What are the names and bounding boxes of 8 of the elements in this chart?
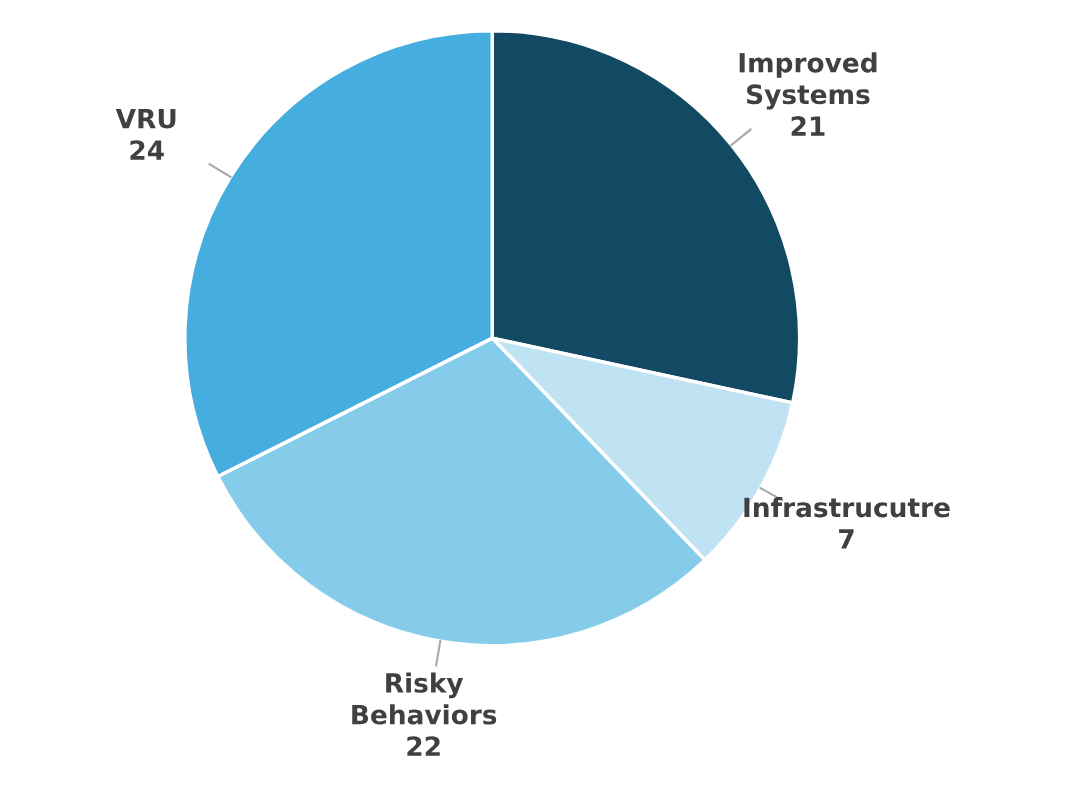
data-label: 21	[791, 116, 825, 136]
slice-label: Risky Behaviors	[352, 672, 497, 725]
slice-label: Improved Systems	[739, 52, 877, 110]
slice-label: Infrastrucutre	[744, 496, 950, 518]
data-label: 22	[407, 736, 440, 756]
data-label: 7	[839, 529, 854, 549]
slice-label: VRU	[115, 108, 176, 129]
data-label: 24	[130, 140, 164, 160]
